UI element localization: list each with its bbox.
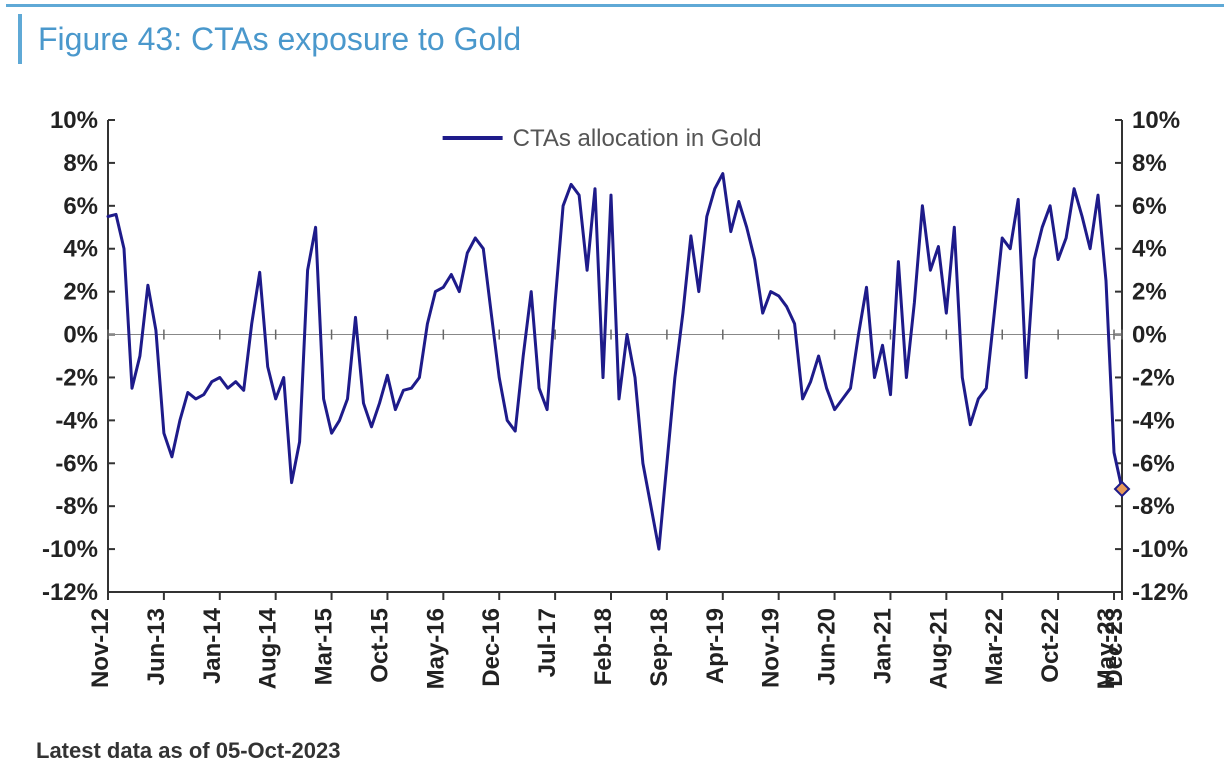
x-tick-label: Dec-16 [478,608,505,687]
y-tick-right: -8% [1132,493,1175,520]
y-tick-left: 6% [63,193,98,220]
y-tick-left: 2% [63,279,98,306]
y-tick-right: -10% [1132,536,1188,563]
y-tick-left: -8% [55,493,98,520]
figure-title: Figure 43: CTAs exposure to Gold [38,21,521,58]
x-tick-label: Apr-19 [702,608,729,684]
x-tick-label: Jan-21 [869,608,896,684]
x-tick-label: Sep-18 [646,608,673,687]
y-tick-left: -2% [55,364,98,391]
y-tick-right: -12% [1132,579,1188,606]
x-tick-label: Aug-21 [925,608,952,689]
legend-label: CTAs allocation in Gold [513,125,762,152]
x-tick-label: Jul-17 [534,608,561,677]
figure-container: Figure 43: CTAs exposure to Gold 10% 10% 8… [0,0,1230,772]
y-tick-right: 0% [1132,322,1167,349]
title-wrap: Figure 43: CTAs exposure to Gold [18,14,521,64]
x-tick-label: Jan-14 [199,607,226,684]
x-tick-label: Mar-15 [311,608,338,685]
last-point-marker [1115,482,1129,496]
y-tick-right: 10% [1132,107,1180,134]
x-tick-label: Jun-20 [814,608,841,685]
y-tick-right: -4% [1132,407,1175,434]
y-tick-right: 6% [1132,193,1167,220]
chart-svg: 10% 10% 8% 8% 6% 6% 4% 4% 2% 2% 0% 0% -2% -2% -4% -4% -6… [18,100,1212,732]
y-tick-right: -2% [1132,364,1175,391]
footnote: Latest data as of 05-Oct-2023 [36,738,340,764]
y-tick-right: 8% [1132,150,1167,177]
x-tick-label: Feb-18 [590,608,617,685]
x-tick-label: Aug-14 [255,607,282,689]
y-tick-left: 4% [63,236,98,263]
y-tick-left: -10% [42,536,98,563]
x-tick-label: Oct-15 [366,608,393,683]
x-tick-label: Dec-23 [1101,608,1128,687]
y-tick-right: 2% [1132,279,1167,306]
series-line [108,174,1122,549]
x-tick-label: Nov-19 [758,608,785,688]
x-tick-label: Mar-22 [981,608,1008,685]
x-tick-label: Jun-13 [143,608,170,685]
y-tick-left: 8% [63,150,98,177]
x-tick-label: May-16 [422,608,449,689]
y-tick-left: 10% [50,107,98,134]
y-tick-left: -4% [55,407,98,434]
y-tick-right: 4% [1132,236,1167,263]
y-tick-left: -12% [42,579,98,606]
y-tick-left: -6% [55,450,98,477]
header-rule [6,4,1224,7]
y-tick-left: 0% [63,322,98,349]
y-tick-right: -6% [1132,450,1175,477]
x-tick-label: Oct-22 [1037,608,1064,683]
x-tick-label: Nov-12 [87,608,114,688]
chart-area: 10% 10% 8% 8% 6% 6% 4% 4% 2% 2% 0% 0% -2% -2% -4% -4% -6… [18,100,1212,732]
